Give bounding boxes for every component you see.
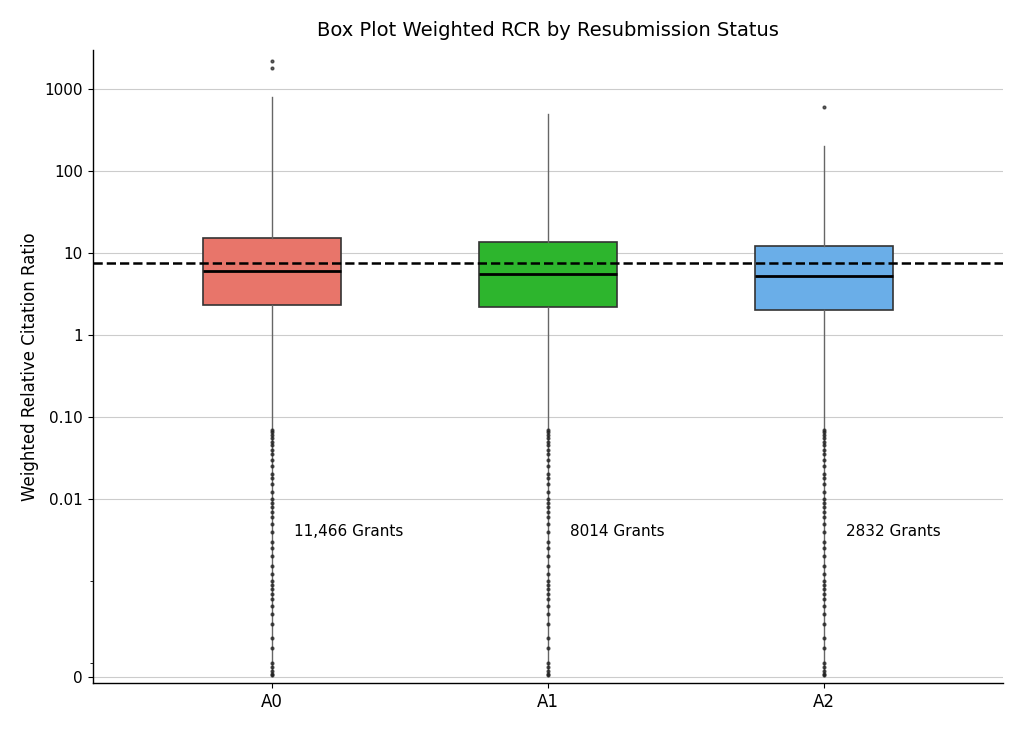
PathPatch shape — [203, 239, 341, 305]
PathPatch shape — [755, 247, 893, 310]
Text: 2832 Grants: 2832 Grants — [846, 524, 941, 539]
Y-axis label: Weighted Relative Citation Ratio: Weighted Relative Citation Ratio — [20, 232, 39, 501]
PathPatch shape — [479, 242, 616, 307]
Title: Box Plot Weighted RCR by Resubmission Status: Box Plot Weighted RCR by Resubmission St… — [317, 20, 779, 40]
Text: 8014 Grants: 8014 Grants — [570, 524, 665, 539]
Text: 11,466 Grants: 11,466 Grants — [294, 524, 403, 539]
